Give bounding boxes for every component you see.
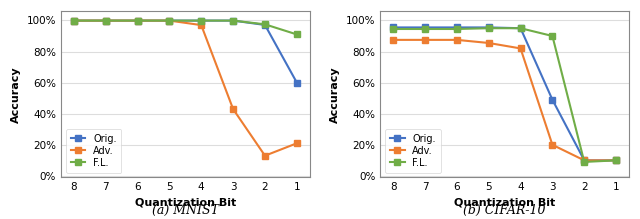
Adv.: [389, 39, 397, 41]
X-axis label: Quantization Bit: Quantization Bit: [454, 198, 556, 208]
Adv.: [485, 42, 493, 44]
Adv.: [580, 159, 588, 162]
F.L.: [293, 33, 301, 36]
F.L.: [70, 19, 77, 22]
Orig.: [102, 19, 109, 22]
Adv.: [70, 19, 77, 22]
X-axis label: Quantization Bit: Quantization Bit: [134, 198, 236, 208]
Adv.: [197, 24, 205, 26]
F.L.: [197, 19, 205, 22]
Orig.: [166, 19, 173, 22]
Line: F.L.: F.L.: [71, 18, 300, 37]
Orig.: [612, 159, 620, 162]
F.L.: [134, 19, 141, 22]
F.L.: [229, 19, 237, 22]
Orig.: [485, 26, 493, 29]
F.L.: [612, 159, 620, 162]
Line: Orig.: Orig.: [390, 25, 619, 163]
Legend: Orig., Adv., F.L.: Orig., Adv., F.L.: [66, 129, 122, 173]
F.L.: [389, 28, 397, 30]
F.L.: [261, 23, 269, 26]
Text: (b) CIFAR-10: (b) CIFAR-10: [463, 204, 546, 217]
Orig.: [134, 19, 141, 22]
F.L.: [166, 19, 173, 22]
Orig.: [548, 98, 556, 101]
F.L.: [453, 28, 461, 30]
Orig.: [293, 81, 301, 84]
Orig.: [453, 26, 461, 29]
F.L.: [421, 28, 429, 30]
Line: F.L.: F.L.: [390, 25, 619, 165]
Orig.: [229, 19, 237, 22]
F.L.: [516, 27, 524, 30]
F.L.: [548, 35, 556, 37]
Adv.: [229, 108, 237, 110]
Adv.: [261, 154, 269, 157]
Orig.: [389, 26, 397, 29]
Adv.: [548, 143, 556, 146]
Y-axis label: Accuracy: Accuracy: [330, 66, 340, 123]
Orig.: [197, 19, 205, 22]
F.L.: [102, 19, 109, 22]
Orig.: [516, 27, 524, 30]
Legend: Orig., Adv., F.L.: Orig., Adv., F.L.: [385, 129, 441, 173]
Adv.: [134, 19, 141, 22]
F.L.: [485, 27, 493, 30]
Orig.: [421, 26, 429, 29]
Adv.: [612, 159, 620, 162]
Adv.: [516, 47, 524, 50]
Text: (a) MNIST: (a) MNIST: [152, 204, 219, 217]
Line: Adv.: Adv.: [390, 37, 619, 163]
Adv.: [453, 39, 461, 41]
Line: Adv.: Adv.: [71, 18, 300, 159]
Adv.: [293, 142, 301, 145]
F.L.: [580, 161, 588, 163]
Adv.: [102, 19, 109, 22]
Orig.: [580, 159, 588, 162]
Orig.: [70, 19, 77, 22]
Adv.: [421, 39, 429, 41]
Y-axis label: Accuracy: Accuracy: [11, 66, 21, 123]
Adv.: [166, 19, 173, 22]
Line: Orig.: Orig.: [71, 18, 300, 85]
Orig.: [261, 24, 269, 26]
